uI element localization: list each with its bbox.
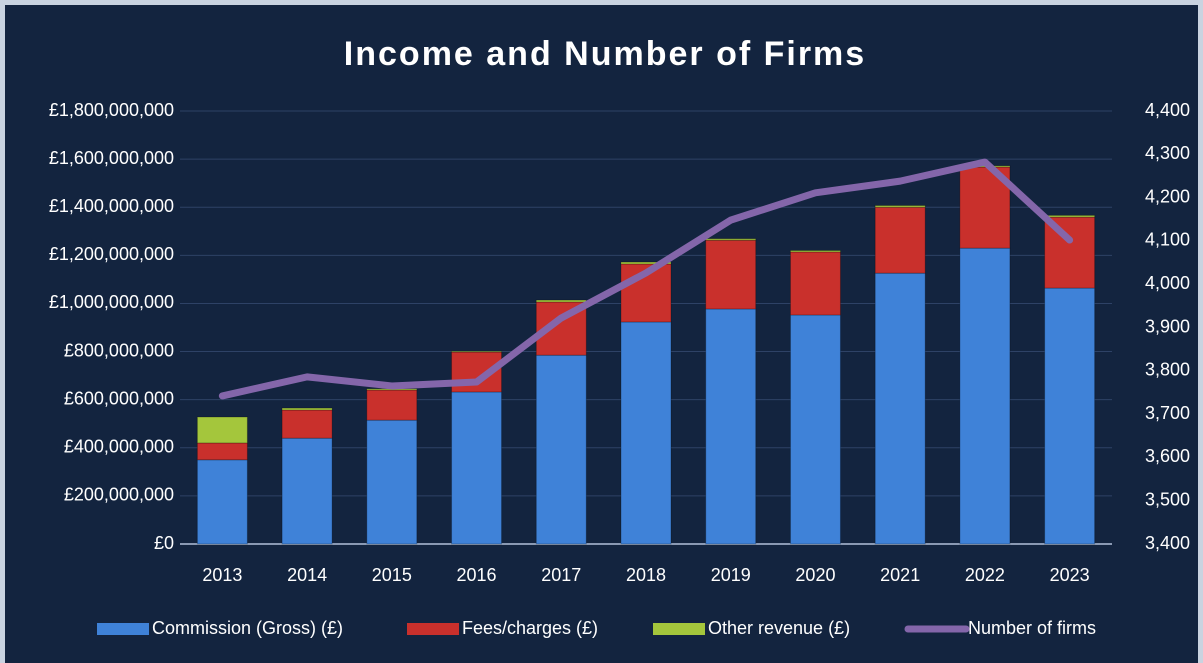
bar-segment (705, 239, 757, 310)
bar-segment (196, 416, 248, 444)
bar-segment (281, 437, 333, 545)
y2-tick-label: 4,000 (1145, 273, 1190, 293)
bar-segment (789, 251, 841, 316)
y-tick-label: £200,000,000 (64, 485, 174, 505)
x-tick-label: 2013 (202, 565, 242, 585)
x-tick-label: 2017 (541, 565, 581, 585)
y-tick-label: £600,000,000 (64, 388, 174, 408)
bar-segment (789, 250, 841, 253)
y-tick-label: £1,000,000,000 (49, 292, 174, 312)
bar-segment (874, 205, 926, 208)
bar-segment (451, 391, 503, 545)
legend-label: Other revenue (£) (708, 618, 850, 638)
bar-segment (535, 299, 587, 303)
x-tick-label: 2019 (711, 565, 751, 585)
y-tick-label: £1,800,000,000 (49, 100, 174, 120)
y2-tick-label: 4,400 (1145, 100, 1190, 120)
y2-tick-label: 3,500 (1145, 489, 1190, 509)
bar-segment (1044, 214, 1096, 218)
y-tick-label: £1,200,000,000 (49, 244, 174, 264)
chart-title: Income and Number of Firms (344, 35, 866, 73)
x-tick-label: 2020 (795, 565, 835, 585)
y-tick-label: £800,000,000 (64, 340, 174, 360)
bar-segment (196, 442, 248, 461)
x-tick-label: 2023 (1050, 565, 1090, 585)
legend-swatch (653, 623, 705, 635)
y-tick-label: £0 (154, 533, 174, 553)
bar-segment (535, 354, 587, 545)
x-tick-label: 2022 (965, 565, 1005, 585)
legend-swatch (407, 623, 459, 635)
legend-label: Number of firms (968, 618, 1096, 638)
y2-tick-label: 3,800 (1145, 360, 1190, 380)
bar-segment (281, 409, 333, 439)
y-tick-label: £1,400,000,000 (49, 196, 174, 216)
bar-segment (366, 389, 418, 421)
x-tick-label: 2021 (880, 565, 920, 585)
bar-segment (959, 247, 1011, 545)
x-tick-label: 2015 (372, 565, 412, 585)
legend-label: Fees/charges (£) (462, 618, 598, 638)
bar-segment (366, 419, 418, 545)
y2-tick-label: 4,200 (1145, 186, 1190, 206)
bar-segment (281, 407, 333, 411)
legend-swatch (97, 623, 149, 635)
chart-background (5, 5, 1198, 663)
bar-segment (874, 272, 926, 545)
x-tick-label: 2016 (457, 565, 497, 585)
line-series (218, 158, 1074, 400)
y2-tick-label: 3,900 (1145, 316, 1190, 336)
bar-segment (620, 261, 672, 265)
x-tick-label: 2018 (626, 565, 666, 585)
bar-segment (705, 238, 757, 241)
bar-segment (1044, 287, 1096, 545)
y2-tick-label: 3,400 (1145, 533, 1190, 553)
y2-tick-label: 3,700 (1145, 403, 1190, 423)
bar-segment (620, 321, 672, 545)
bar-segment (789, 314, 841, 545)
x-tick-label: 2014 (287, 565, 327, 585)
bar-segment (874, 206, 926, 274)
legend-label: Commission (Gross) (£) (152, 618, 343, 638)
bar-segment (196, 459, 248, 545)
y2-tick-label: 3,600 (1145, 446, 1190, 466)
y2-tick-label: 4,100 (1145, 230, 1190, 250)
bar-segment (451, 350, 503, 353)
bar-segment (705, 308, 757, 545)
y2-tick-label: 4,300 (1145, 143, 1190, 163)
y-tick-label: £400,000,000 (64, 437, 174, 457)
y-tick-label: £1,600,000,000 (49, 148, 174, 168)
